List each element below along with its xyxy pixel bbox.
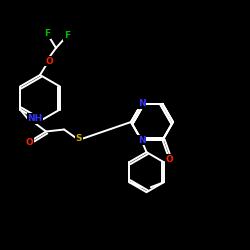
Text: S: S — [76, 134, 82, 143]
Text: NH: NH — [28, 114, 43, 123]
Text: N: N — [138, 99, 145, 108]
Text: F: F — [44, 30, 50, 38]
Text: O: O — [166, 155, 173, 164]
Text: O: O — [45, 56, 53, 66]
Text: N: N — [138, 136, 145, 145]
Text: O: O — [25, 138, 33, 147]
Text: F: F — [64, 32, 70, 40]
